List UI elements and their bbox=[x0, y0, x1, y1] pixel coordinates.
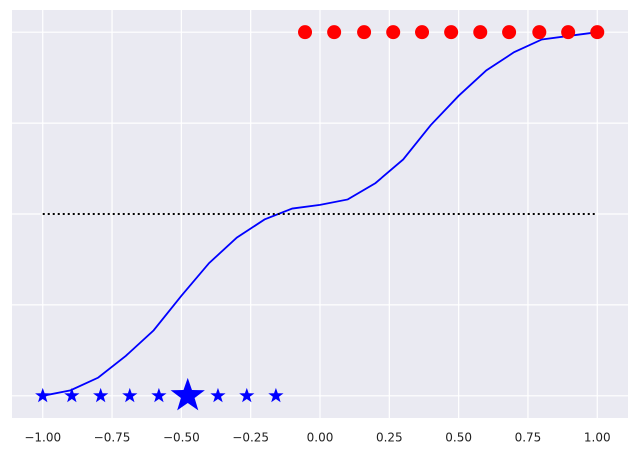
circle-marker bbox=[415, 25, 430, 40]
x-tick-label: 0.50 bbox=[445, 431, 472, 445]
circle-marker bbox=[561, 25, 576, 40]
x-tick-label: −0.25 bbox=[232, 431, 269, 445]
x-tick-label: 0.00 bbox=[307, 431, 334, 445]
circle-marker bbox=[357, 25, 372, 40]
star-marker bbox=[210, 387, 226, 403]
star-marker bbox=[268, 387, 284, 403]
x-tick-label: 1.00 bbox=[584, 431, 611, 445]
series-line bbox=[42, 31, 598, 397]
star-marker bbox=[64, 387, 80, 403]
star-marker bbox=[239, 387, 255, 403]
circle-marker bbox=[532, 25, 547, 40]
star-marker bbox=[93, 387, 109, 403]
star-marker bbox=[151, 387, 167, 403]
x-tick-label: 0.75 bbox=[515, 431, 542, 445]
circle-marker bbox=[386, 25, 401, 40]
circle-marker bbox=[473, 25, 488, 40]
circle-marker bbox=[298, 25, 313, 40]
circle-marker bbox=[590, 25, 605, 40]
x-tick-label: −0.75 bbox=[94, 431, 131, 445]
x-tick-label: 0.25 bbox=[376, 431, 403, 445]
star-marker bbox=[35, 387, 51, 403]
circle-marker bbox=[502, 25, 517, 40]
x-tick-label: −1.00 bbox=[24, 431, 61, 445]
circle-marker bbox=[444, 25, 459, 40]
star-marker bbox=[170, 377, 205, 411]
x-tick-label: −0.50 bbox=[163, 431, 200, 445]
circle-marker bbox=[327, 25, 342, 40]
star-marker bbox=[122, 387, 138, 403]
